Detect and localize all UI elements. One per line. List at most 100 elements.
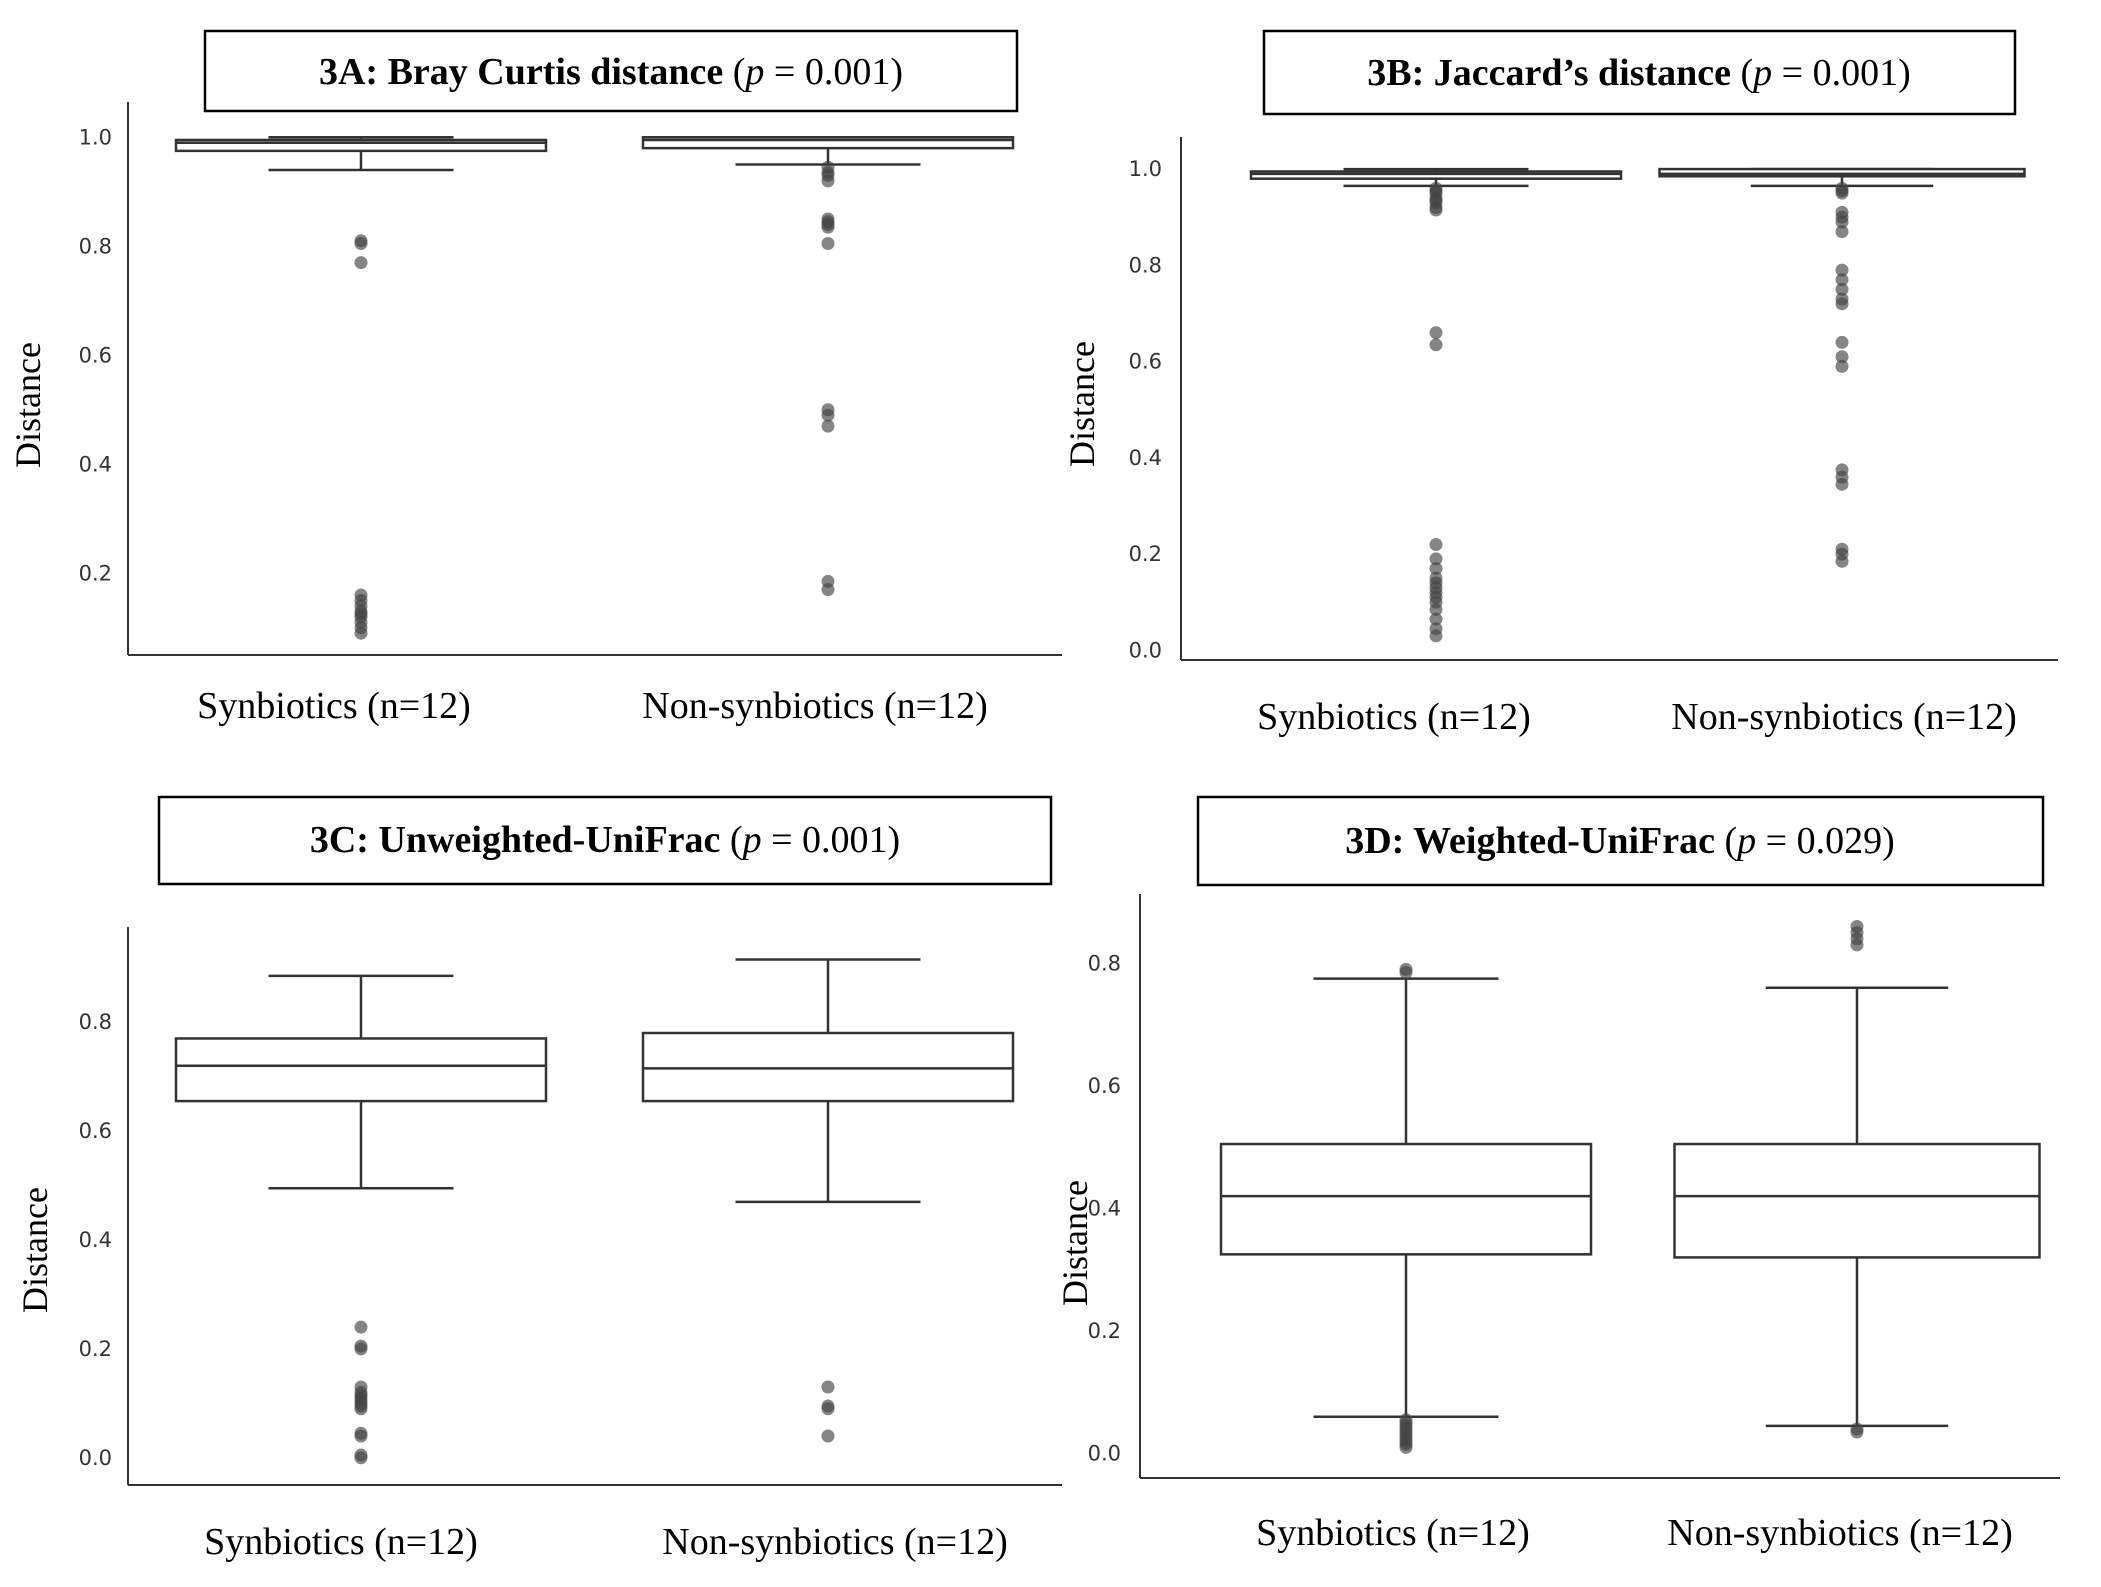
title-p-value: = 0.029) [1756, 820, 1895, 862]
box-0 [174, 974, 548, 1465]
title-bold: 3A: Bray Curtis distance [319, 51, 723, 93]
title-p-value: = 0.001) [764, 51, 903, 93]
chart-panel-a: 3A: Bray Curtis distance (p = 0.001) 0.2 0… [8, 29, 1062, 727]
outlier-point [1399, 965, 1413, 979]
category-label: Synbiotics (n=12) [1256, 1512, 1530, 1554]
outlier-point [1429, 203, 1443, 217]
y-tick-label: 0.4 [79, 452, 112, 476]
title-bold: 3B: Jaccard’s distance [1367, 52, 1731, 94]
category-label: Non-synbiotics (n=12) [642, 685, 987, 727]
y-axis-label: Distance [15, 1187, 55, 1313]
outlier-point [354, 1451, 368, 1465]
outlier-point [1429, 629, 1443, 643]
title-box [1196, 795, 2045, 887]
outlier-point [821, 408, 835, 422]
title-box [203, 29, 1019, 113]
outlier-point [821, 419, 835, 433]
outlier-point [821, 1429, 835, 1443]
outlier-point [354, 1429, 368, 1443]
box-0 [1249, 167, 1623, 643]
outlier-point [1850, 938, 1864, 952]
y-tick-label: 0.4 [1088, 1196, 1121, 1220]
y-tick-label: 0.4 [1129, 446, 1162, 470]
outlier-point [354, 626, 368, 640]
outlier-point [1835, 359, 1849, 373]
title-box [1262, 29, 2017, 116]
outlier-point [821, 583, 835, 597]
outlier-point [1835, 554, 1849, 568]
title-bold: 3D: Weighted-UniFrac [1345, 820, 1715, 862]
y-tick-label: 1.0 [79, 125, 112, 149]
y-tick-label: 1.0 [1129, 157, 1162, 181]
y-tick-label: 0.8 [1129, 253, 1162, 277]
outlier-point [354, 237, 368, 251]
y-tick-label: 0.6 [1088, 1074, 1121, 1098]
y-tick-label: 0.0 [79, 1446, 112, 1470]
chart-panel-d: 3D: Weighted-UniFrac (p = 0.029) 0.0 0.2 0.… [1055, 795, 2060, 1554]
outlier-point [1835, 273, 1849, 287]
y-tick-label: 0.0 [1129, 638, 1162, 662]
outlier-point [821, 220, 835, 234]
outlier-point [354, 256, 368, 270]
y-tick-label: 0.6 [79, 1119, 112, 1143]
outlier-point [1835, 335, 1849, 349]
y-tick-label: 0.2 [1088, 1319, 1121, 1343]
category-label: Synbiotics (n=12) [204, 1521, 478, 1563]
title-box [157, 795, 1053, 886]
outlier-point [1835, 215, 1849, 229]
chart-title: 3A: Bray Curtis distance (p = 0.001) [319, 51, 903, 93]
box-1 [641, 136, 1015, 597]
title-open-paren: ( [723, 51, 745, 93]
outlier-point [1850, 1425, 1864, 1439]
chart-title: 3B: Jaccard’s distance (p = 0.001) [1367, 52, 1911, 94]
outlier-point [821, 1380, 835, 1394]
y-tick-label: 0.8 [79, 1010, 112, 1034]
outlier-point [821, 237, 835, 251]
box-1 [641, 958, 1015, 1443]
outlier-point [354, 1342, 368, 1356]
outlier-point [1399, 1440, 1413, 1454]
chart-panel-b: 3B: Jaccard’s distance (p = 0.001) 0.0 0.2… [1062, 29, 2058, 738]
outlier-point [1835, 297, 1849, 311]
outlier-point [1835, 282, 1849, 296]
y-tick-label: 0.0 [1088, 1441, 1121, 1465]
title-p-value: = 0.001) [1772, 52, 1911, 94]
title-open-paren: ( [1715, 820, 1737, 862]
box-0 [174, 136, 548, 640]
y-axis-label: Distance [1055, 1180, 1095, 1306]
iqr-box [641, 136, 1015, 150]
outlier-point [1429, 562, 1443, 576]
outlier-point [1429, 602, 1443, 616]
outlier-point [1835, 477, 1849, 491]
category-label: Synbiotics (n=12) [197, 685, 471, 727]
y-tick-label: 0.8 [1088, 951, 1121, 975]
title-p-label: p [742, 51, 764, 93]
y-tick-label: 0.8 [79, 234, 112, 258]
outlier-point [821, 1402, 835, 1416]
y-tick-label: 0.2 [1129, 542, 1162, 566]
outlier-point [1835, 225, 1849, 239]
box-1 [1673, 920, 2041, 1439]
iqr-box [1219, 1142, 1593, 1256]
outlier-point [354, 1320, 368, 1334]
iqr-box [1673, 1142, 2041, 1259]
outlier-point [354, 1402, 368, 1416]
chart-panel-c: 3C: Unweighted-UniFrac (p = 0.001) 0.0 0.2… [15, 795, 1062, 1563]
outlier-point [1835, 186, 1849, 200]
outlier-point [1429, 552, 1443, 566]
title-p-label: p [1734, 820, 1756, 862]
outlier-point [821, 174, 835, 188]
outlier-point [1835, 350, 1849, 364]
y-tick-label: 0.2 [79, 1337, 112, 1361]
outlier-point [1429, 326, 1443, 340]
outlier-point [1835, 263, 1849, 277]
chart-title: 3D: Weighted-UniFrac (p = 0.029) [1345, 820, 1895, 862]
y-axis-label: Distance [8, 342, 48, 468]
title-open-paren: ( [720, 819, 742, 861]
outlier-point [1429, 537, 1443, 551]
y-tick-label: 0.6 [1129, 350, 1162, 374]
title-open-paren: ( [1731, 52, 1753, 94]
box-0 [1219, 962, 1593, 1454]
box-1 [1658, 167, 2026, 568]
